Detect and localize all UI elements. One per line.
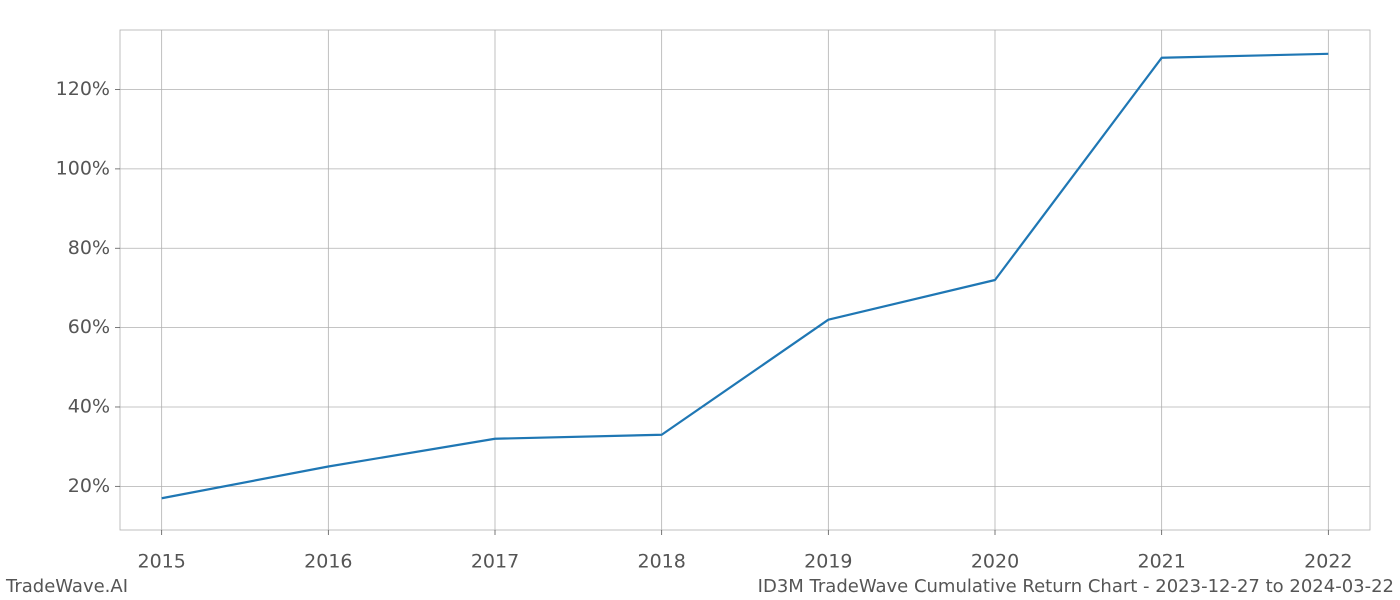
y-tick-label: 80% <box>68 237 110 259</box>
x-tick-label: 2017 <box>471 551 519 573</box>
x-tick-label: 2015 <box>137 551 185 573</box>
y-tick-label: 20% <box>68 475 110 497</box>
x-tick-label: 2021 <box>1137 551 1185 573</box>
y-tick-label: 40% <box>68 395 110 417</box>
x-tick-label: 2018 <box>637 551 685 573</box>
footer-right-label: ID3M TradeWave Cumulative Return Chart -… <box>758 576 1394 597</box>
x-tick-label: 2019 <box>804 551 852 573</box>
x-tick-label: 2020 <box>971 551 1019 573</box>
footer-left-label: TradeWave.AI <box>5 576 128 597</box>
y-tick-label: 100% <box>56 157 110 179</box>
y-tick-label: 120% <box>56 78 110 100</box>
x-tick-label: 2022 <box>1304 551 1352 573</box>
chart-background <box>0 0 1400 600</box>
y-tick-label: 60% <box>68 316 110 338</box>
return-chart: 20% 40% 60% 80% 100% 120% 2015 2016 2017 2018 201… <box>0 0 1400 600</box>
x-tick-label: 2016 <box>304 551 352 573</box>
